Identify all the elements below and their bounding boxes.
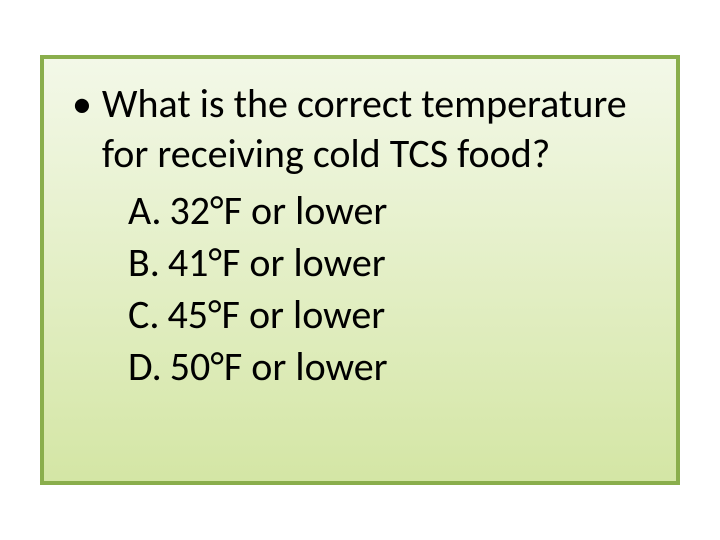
answer-letter: C. xyxy=(128,289,159,341)
answer-d: D. 50°F or lower xyxy=(128,341,648,393)
answer-text: 32°F or lower xyxy=(169,185,387,237)
answer-b: B. 41°F or lower xyxy=(128,237,648,289)
question-text: What is the correct temperature for rece… xyxy=(102,79,648,179)
answer-a: A. 32°F or lower xyxy=(128,185,648,237)
answer-letter: B. xyxy=(128,237,160,289)
question-row: • What is the correct temperature for re… xyxy=(72,79,648,179)
answer-letter: D. xyxy=(128,341,162,393)
slide-box: • What is the correct temperature for re… xyxy=(40,55,680,485)
answer-text: 50°F or lower xyxy=(170,341,388,393)
answer-text: 45°F or lower xyxy=(167,289,385,341)
answer-c: C. 45°F or lower xyxy=(128,289,648,341)
answer-letter: A. xyxy=(128,185,161,237)
bullet-icon: • xyxy=(72,79,92,129)
answers-list: A. 32°F or lower B. 41°F or lower C. 45°… xyxy=(128,185,648,393)
answer-text: 41°F or lower xyxy=(168,237,386,289)
